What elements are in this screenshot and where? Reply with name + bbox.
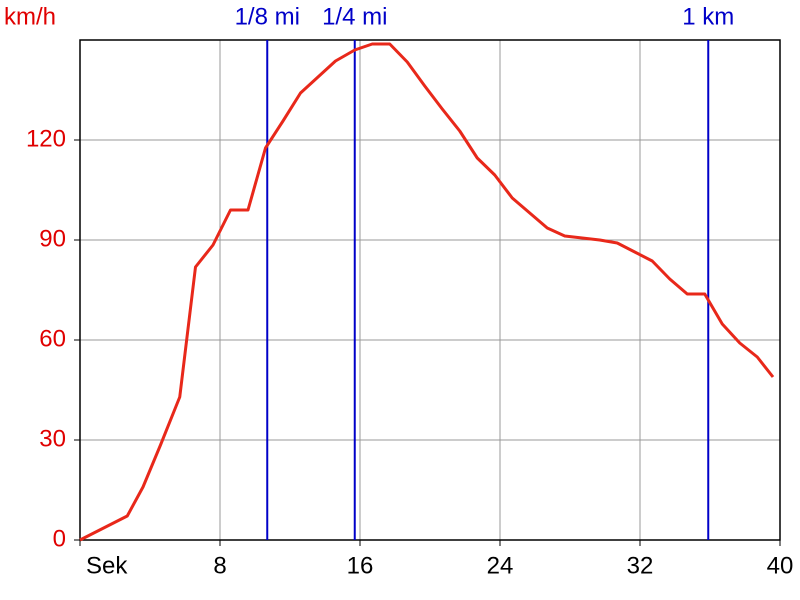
y-tick-label: 90 xyxy=(39,225,66,252)
speed-line xyxy=(79,42,775,542)
x-tick-label: 8 xyxy=(213,552,226,579)
distance-marker-label: 1 km xyxy=(682,3,734,30)
x-tick-label: 40 xyxy=(767,552,794,579)
x-tick-label: 16 xyxy=(347,552,374,579)
y-axis-label: km/h xyxy=(4,3,56,30)
y-tick-label: 30 xyxy=(39,425,66,452)
x-tick-label: 32 xyxy=(627,552,654,579)
distance-marker-label: 1/4 mi xyxy=(322,3,387,30)
x-tick-label: 24 xyxy=(487,552,514,579)
plot-frame xyxy=(79,39,781,541)
distance-marker-label: 1/8 mi xyxy=(235,3,300,30)
y-tick-label: 120 xyxy=(26,125,66,152)
x-tick-label: Sek xyxy=(86,552,128,579)
y-tick-label: 0 xyxy=(53,525,66,552)
y-tick-label: 60 xyxy=(39,325,66,352)
